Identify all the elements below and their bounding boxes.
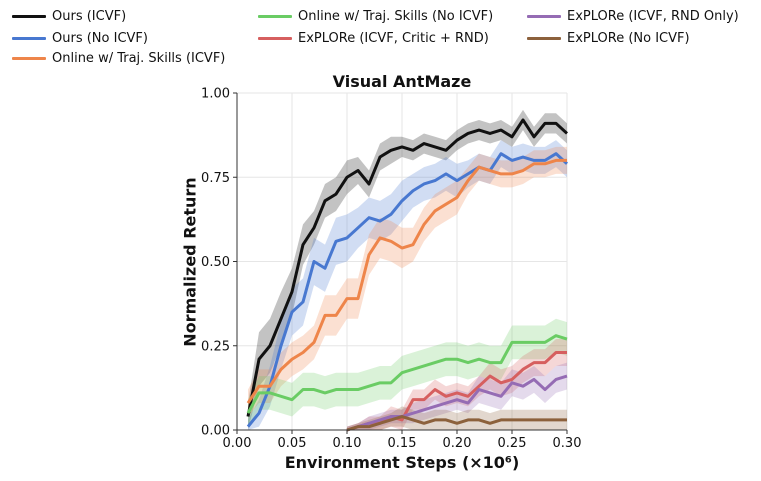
series-band-1 — [248, 140, 567, 430]
legend-swatch — [12, 15, 46, 18]
x-tick-label: 0.30 — [553, 436, 582, 451]
legend-label: ExPLORe (No ICVF) — [567, 31, 690, 46]
y-tick-label: 0.50 — [201, 255, 230, 270]
legend-label: Online w/ Traj. Skills (ICVF) — [52, 51, 226, 66]
series-line-1 — [246, 152, 569, 428]
legend-label: ExPLORe (ICVF, Critic + RND) — [298, 31, 489, 46]
legend-item: ExPLORe (ICVF, RND Only) — [527, 9, 739, 24]
x-tick-label: 0.15 — [388, 436, 417, 451]
chart-title: Visual AntMaze — [332, 72, 472, 91]
x-tick-label: 0.25 — [498, 436, 527, 451]
series-band-0 — [248, 109, 567, 430]
legend-swatch — [527, 15, 561, 18]
y-axis-label: Normalized Return — [180, 177, 200, 347]
series-band-3 — [248, 318, 567, 427]
legend: Ours (ICVF) Ours (No ICVF) Online w/ Traj.… — [0, 0, 761, 70]
x-tick-label: 0.20 — [443, 436, 472, 451]
series-line-2 — [246, 158, 567, 404]
y-tick-label: 0.75 — [201, 171, 230, 186]
legend-label: Ours (ICVF) — [52, 9, 127, 24]
x-tick-label: 0.10 — [333, 436, 362, 451]
legend-swatch — [527, 37, 561, 40]
legend-item: ExPLORe (No ICVF) — [527, 31, 690, 46]
legend-item: Online w/ Traj. Skills (No ICVF) — [258, 9, 493, 24]
series-lines — [246, 118, 569, 432]
x-tick-label: 0.00 — [223, 436, 252, 451]
y-tick-label: 0.25 — [201, 339, 230, 354]
x-axis-label: Environment Steps (×10⁶) — [284, 453, 520, 472]
legend-item: ExPLORe (ICVF, Critic + RND) — [258, 31, 489, 46]
legend-item: Ours (No ICVF) — [12, 31, 148, 46]
series-band-6 — [347, 406, 567, 430]
y-tick-label: 0.00 — [201, 424, 230, 439]
legend-label: Ours (No ICVF) — [52, 31, 148, 46]
legend-label: ExPLORe (ICVF, RND Only) — [567, 9, 739, 24]
legend-swatch — [258, 37, 292, 40]
legend-item: Ours (ICVF) — [12, 9, 126, 24]
series-line-6 — [346, 415, 567, 432]
series-band-2 — [248, 146, 567, 417]
legend-swatch — [258, 15, 292, 18]
axes: 0.00 0.05 0.10 0.15 0.20 0.25 0.30 0.00 0.25 0.50… — [201, 87, 581, 452]
legend-swatch — [12, 57, 46, 60]
confidence-bands — [248, 109, 567, 430]
series-band-4 — [347, 339, 567, 430]
y-tick-label: 1.00 — [201, 87, 230, 102]
x-tick-label: 0.05 — [278, 436, 307, 451]
legend-item: Online w/ Traj. Skills (ICVF) — [12, 51, 225, 66]
legend-label: Online w/ Traj. Skills (No ICVF) — [298, 9, 494, 24]
grid — [236, 92, 568, 431]
legend-swatch — [12, 37, 46, 40]
series-line-0 — [246, 118, 569, 417]
series-line-5 — [346, 374, 568, 432]
series-line-3 — [246, 334, 568, 414]
